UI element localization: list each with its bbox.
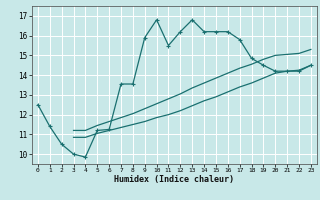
X-axis label: Humidex (Indice chaleur): Humidex (Indice chaleur) [115,175,234,184]
